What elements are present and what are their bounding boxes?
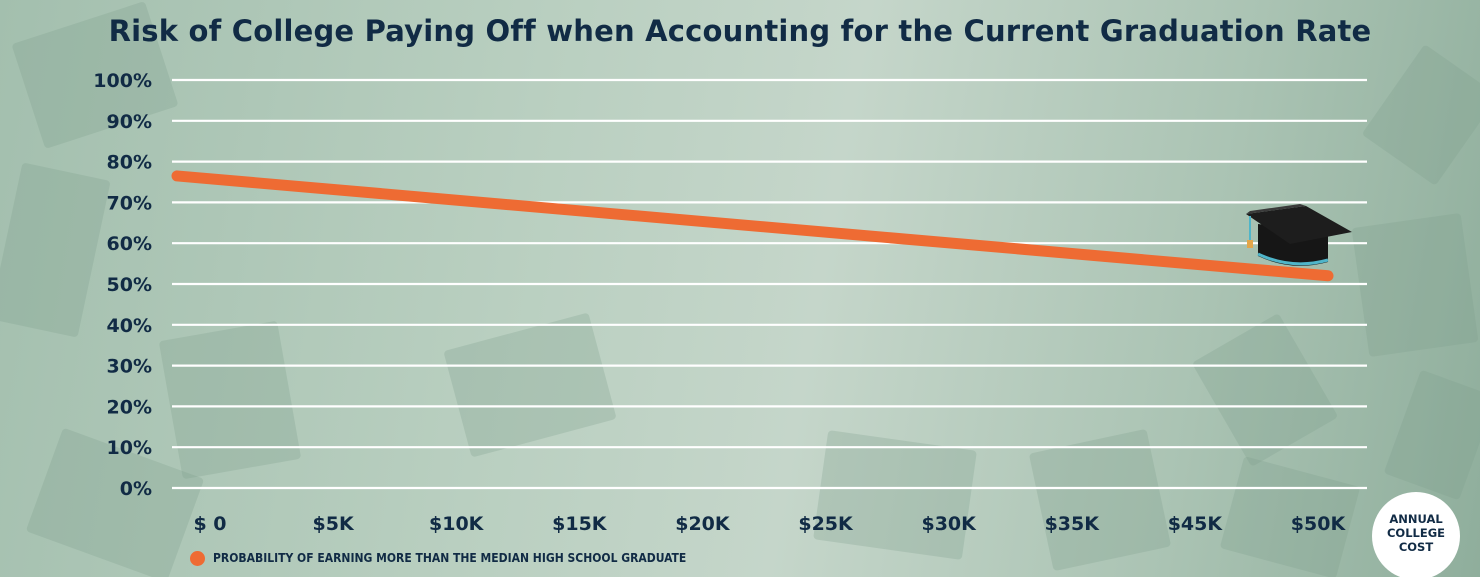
x-tick-label: $30K [921,513,977,535]
x-axis-ticks: $ 0 $5K $10K $15K $20K $25K $30K $35K $45K $50K [193,513,1346,535]
legend: PROBABILITY OF EARNING MORE THAN THE MED… [190,549,686,567]
y-tick-label: 80% [107,152,152,174]
x-tick-label: $25K [798,513,854,535]
y-tick-label: 20% [107,396,152,418]
x-axis-label-badge: ANNUAL COLLEGE COST [1372,492,1460,577]
y-tick-label: 50% [107,274,152,296]
chart-title: Risk of College Paying Off when Accounti… [108,14,1372,48]
y-tick-label: 10% [107,437,152,459]
x-tick-label: $35K [1045,513,1101,535]
x-tick-label: $20K [675,513,731,535]
y-tick-label: 30% [107,356,152,378]
y-tick-label: 100% [93,70,152,92]
legend-label: PROBABILITY OF EARNING MORE THAN THE MED… [213,551,687,565]
y-axis-ticks: 0% 10% 20% 30% 40% 50% 60% 70% 80% 90% 100% [93,70,152,500]
y-tick-label: 60% [107,233,152,255]
x-tick-label: $45K [1168,513,1224,535]
gridlines [172,78,1367,490]
x-tick-label: $ 0 [193,513,226,535]
series-line [171,170,1334,282]
y-tick-label: 70% [107,192,152,214]
x-tick-label: $15K [552,513,608,535]
y-tick-label: 0% [120,478,152,500]
graduation-cap-icon [1246,204,1352,266]
legend-marker [190,550,205,566]
x-tick-label: $5K [313,513,355,535]
x-axis-label: ANNUAL COLLEGE COST [1386,512,1446,554]
series-layer [171,170,1334,282]
y-tick-label: 40% [107,315,152,337]
y-tick-label: 90% [107,111,152,133]
x-tick-label: $10K [429,513,485,535]
x-tick-label: $50K [1291,513,1347,535]
